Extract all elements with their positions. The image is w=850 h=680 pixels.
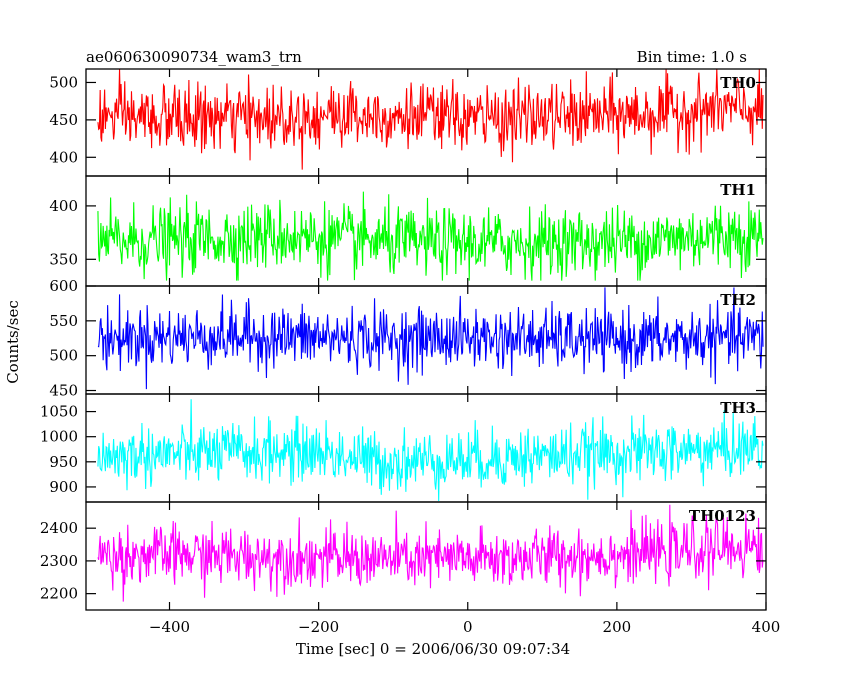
series-th0-line xyxy=(97,69,764,170)
panel-label-th0123: TH0123 xyxy=(689,507,756,525)
series-th3-line xyxy=(97,399,764,502)
y-tick-label: 450 xyxy=(49,382,78,400)
y-tick-label: 500 xyxy=(49,73,78,91)
panel-label-th2: TH2 xyxy=(720,291,756,309)
y-tick-label: 2300 xyxy=(40,552,78,570)
x-tick-label: −200 xyxy=(298,618,339,636)
y-tick-label: 1050 xyxy=(40,403,78,421)
panel-th1: 350 400 TH1 xyxy=(49,175,767,287)
panel-frame xyxy=(85,501,767,611)
y-tick-label: 500 xyxy=(49,347,78,365)
x-tick-label: −400 xyxy=(149,618,190,636)
y-tick-label: 600 xyxy=(49,277,78,295)
panel-label-th0: TH0 xyxy=(720,74,756,92)
panel-th3: 900 950 1000 1050 TH3 xyxy=(40,393,767,503)
y-tick-label: 550 xyxy=(49,312,78,330)
y-tick-label: 2200 xyxy=(40,585,78,603)
x-axis: −400 −200 0 200 400 xyxy=(149,618,780,636)
x-axis-title: Time [sec] 0 = 2006/06/30 09:07:34 xyxy=(296,640,570,658)
panel-th0: 400 450 500 TH0 xyxy=(49,68,767,177)
series-th0123-line xyxy=(97,504,764,602)
x-tick-label: 0 xyxy=(463,618,473,636)
x-tick-label: 200 xyxy=(603,618,632,636)
y-tick-label: 900 xyxy=(49,478,78,496)
series-th2-line xyxy=(97,287,764,390)
y-axis-title: Counts/sec xyxy=(4,300,22,384)
y-tick-label: 1000 xyxy=(40,428,78,446)
panel-label-th1: TH1 xyxy=(720,181,756,199)
y-tick-label: 950 xyxy=(49,453,78,471)
y-tick-label: 350 xyxy=(49,250,78,268)
panel-th0123: 2200 2300 2400 TH0123 xyxy=(40,501,767,611)
x-tick-label: 400 xyxy=(752,618,781,636)
y-tick-label: 2400 xyxy=(40,519,78,537)
chart-title: ae060630090734_wam3_trn xyxy=(86,48,302,66)
bin-time-label: Bin time: 1.0 s xyxy=(637,48,747,66)
y-tick-label: 450 xyxy=(49,111,78,129)
y-tick-label: 400 xyxy=(49,148,78,166)
series-th1-line xyxy=(97,191,764,281)
panel-label-th3: TH3 xyxy=(720,399,756,417)
y-tick-label: 400 xyxy=(49,197,78,215)
panel-th2: 450 500 550 600 TH2 xyxy=(49,277,767,400)
